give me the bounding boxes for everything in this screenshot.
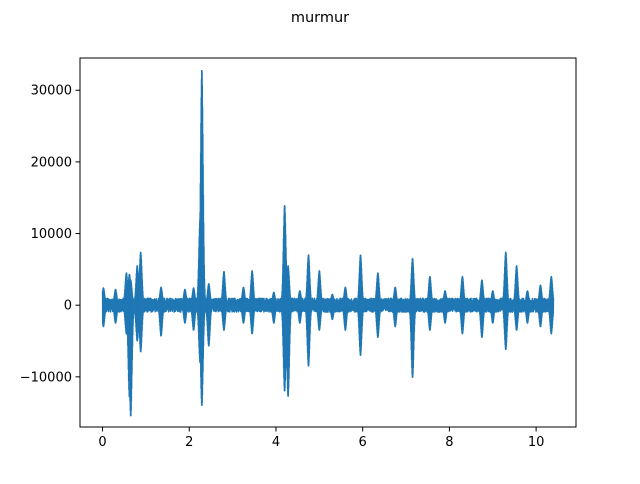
- axes-frame: [79, 57, 577, 428]
- y-tick-label: 10000: [31, 227, 72, 242]
- x-tick-label: 2: [185, 435, 193, 450]
- chart-title: murmur: [291, 10, 349, 26]
- y-tick-label: 20000: [31, 155, 72, 170]
- x-tick-label: 10: [528, 435, 545, 450]
- x-tick-label: 4: [272, 435, 280, 450]
- x-tick-label: 8: [445, 435, 453, 450]
- x-tick-label: 0: [98, 435, 106, 450]
- y-tick-label: −10000: [20, 370, 72, 385]
- x-tick-label: 6: [359, 435, 367, 450]
- signal-line: [101, 69, 555, 417]
- plot-area: 0 2 4 6 8 10 −10000 0 10000 20000 30000: [20, 57, 577, 450]
- y-tick-label: 30000: [31, 84, 72, 99]
- y-tick-label: 0: [64, 299, 72, 314]
